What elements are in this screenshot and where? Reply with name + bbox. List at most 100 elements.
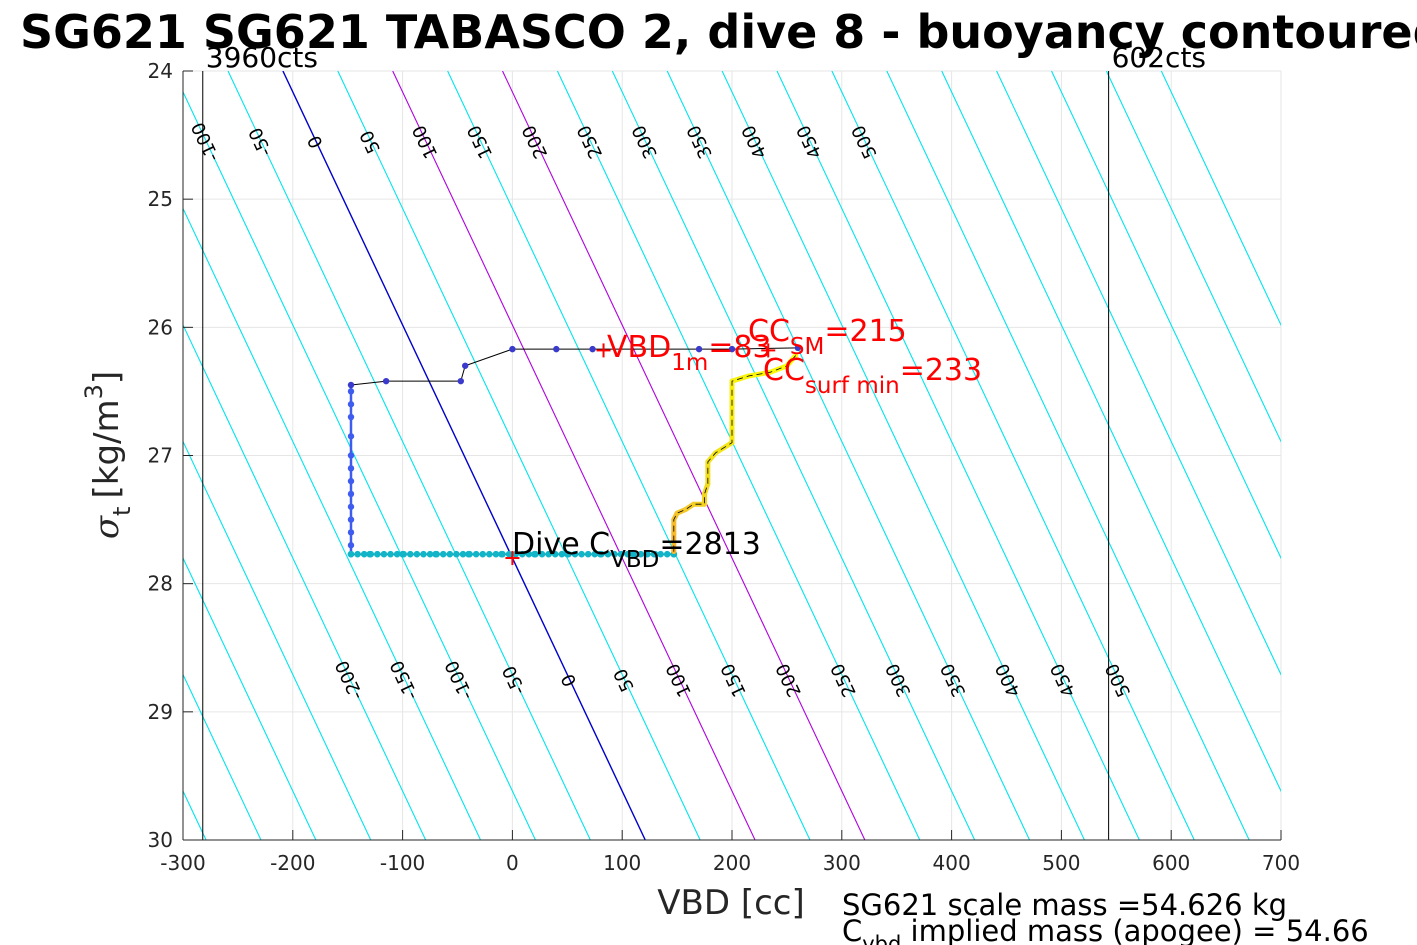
trace-point-bottom [360, 550, 368, 558]
trace-point-bottom [531, 550, 538, 558]
trace-point [695, 345, 703, 353]
trace-point-bottom [512, 550, 519, 558]
contour-line [1105, 71, 1281, 443]
contour-line [941, 71, 1281, 793]
trace-point [461, 362, 469, 369]
y-tick-label: 27 [148, 444, 173, 468]
trace-point-bottom [432, 550, 439, 558]
cc-sm-sub: SM [790, 334, 824, 360]
contour-line [556, 71, 921, 840]
vbd-1m-sub: 1m [671, 350, 708, 376]
trace-point [347, 452, 355, 459]
trace-point [347, 542, 355, 549]
footer-implied-mass: Cvbd implied mass (apogee) = 54.66 [842, 914, 1369, 945]
cc-surf-min-post: =233 [900, 353, 982, 388]
trace-point [347, 413, 355, 421]
trace-point [553, 345, 560, 353]
cc-sm-pre: CC [748, 314, 790, 349]
y-tick-label: 29 [148, 700, 173, 724]
contour-line [831, 71, 1195, 840]
footer-implied-text: implied mass (apogee) = 54.66 [901, 914, 1368, 945]
trace-point [347, 401, 355, 408]
trace-surface-line [350, 347, 798, 386]
x-tick-label: 500 [1042, 851, 1080, 875]
trace-point-bottom [604, 550, 612, 558]
y-tick-label: 26 [148, 315, 173, 339]
trace-point-bottom [657, 550, 664, 558]
trace-point [347, 503, 355, 510]
contour-line [666, 71, 1031, 840]
y-tick-label: 24 [148, 59, 173, 83]
dive-cvbd-post: =2813 [659, 527, 760, 562]
markers [505, 343, 776, 566]
trace-point-bottom [465, 550, 472, 558]
contour-line [183, 323, 427, 840]
trace-point-bottom [479, 550, 487, 558]
trace-point-bottom [472, 550, 480, 558]
trace-point [347, 490, 355, 498]
footer-scale-mass: SG621 scale mass =54.626 kg [842, 888, 1287, 922]
y-label-units: [kg/m [87, 399, 127, 498]
ticks: -300 -200 -100 0 100 200 300 400 500 600 700 24 25 26… [148, 59, 1301, 875]
trace-point [347, 433, 355, 440]
contour-line [1160, 71, 1281, 327]
trace-point-bottom [571, 550, 579, 558]
x-tick-label: 400 [933, 851, 971, 875]
trace-point-bottom [366, 550, 373, 558]
trace-point-bottom [399, 550, 406, 558]
trace-point [728, 345, 736, 353]
x-tick-label: 100 [603, 851, 641, 875]
trace-point-bottom [663, 550, 671, 558]
y-label-sigma: σ [87, 515, 127, 539]
trace-point-bottom [578, 550, 585, 558]
trace-point-bottom [406, 550, 414, 558]
x-tick-label: -300 [160, 851, 205, 875]
trace-point-bottom [545, 550, 552, 558]
trace-point-bottom [558, 550, 566, 558]
trace-point-bottom [518, 550, 526, 558]
trace-point-bottom [380, 550, 388, 558]
trace-point-bottom [374, 550, 381, 558]
trace-point-bottom [551, 550, 559, 558]
trace-point [382, 377, 390, 385]
trace-point-bottom [413, 550, 421, 558]
trace-point-bottom [498, 550, 505, 558]
trace-point [347, 477, 355, 485]
trace-point-bottom [564, 550, 571, 558]
trace-point-bottom [591, 550, 599, 558]
contour-line [721, 71, 1085, 840]
trace-point-bottom [393, 550, 401, 558]
footer-vbd-sub: vbd [862, 932, 901, 945]
x-tick-label: 200 [713, 851, 751, 875]
cc-sm-annotation: CCSM=215 [748, 314, 907, 360]
y-label-sub: t [108, 507, 136, 516]
grid [182, 70, 1282, 841]
contour-line [886, 71, 1250, 840]
trace-point-bottom [492, 550, 500, 558]
trace-point-bottom [584, 550, 592, 558]
y-label-units-close: ] [87, 371, 127, 384]
trace-point-bottom [446, 550, 454, 558]
trace-point [347, 529, 355, 536]
trace-point-bottom [538, 550, 546, 558]
footer-c: C [842, 914, 862, 945]
contour-line [183, 207, 482, 840]
dive-cvbd-pre: Dive C [512, 527, 610, 562]
trace-point [347, 465, 355, 472]
contour-line [337, 71, 701, 840]
vbd-limit-label: 602cts [1112, 41, 1206, 74]
trace-point [347, 381, 355, 389]
dive-cvbd-annotation: Dive CVBD=2813 [512, 527, 761, 573]
trace-point-bottom [644, 550, 651, 558]
cc-sm-post: =215 [824, 314, 906, 349]
contour-line [183, 673, 262, 840]
x-tick-label: 600 [1152, 851, 1190, 875]
trace-point [347, 388, 355, 395]
trace-point-bottom [629, 550, 637, 558]
trace-point-bottom [611, 550, 618, 558]
trace-point-bottom [525, 550, 533, 558]
trace-point-bottom [354, 550, 361, 558]
x-tick-label: 300 [823, 851, 861, 875]
vbd-1m-annotation: VBD1m=83 [607, 330, 772, 376]
